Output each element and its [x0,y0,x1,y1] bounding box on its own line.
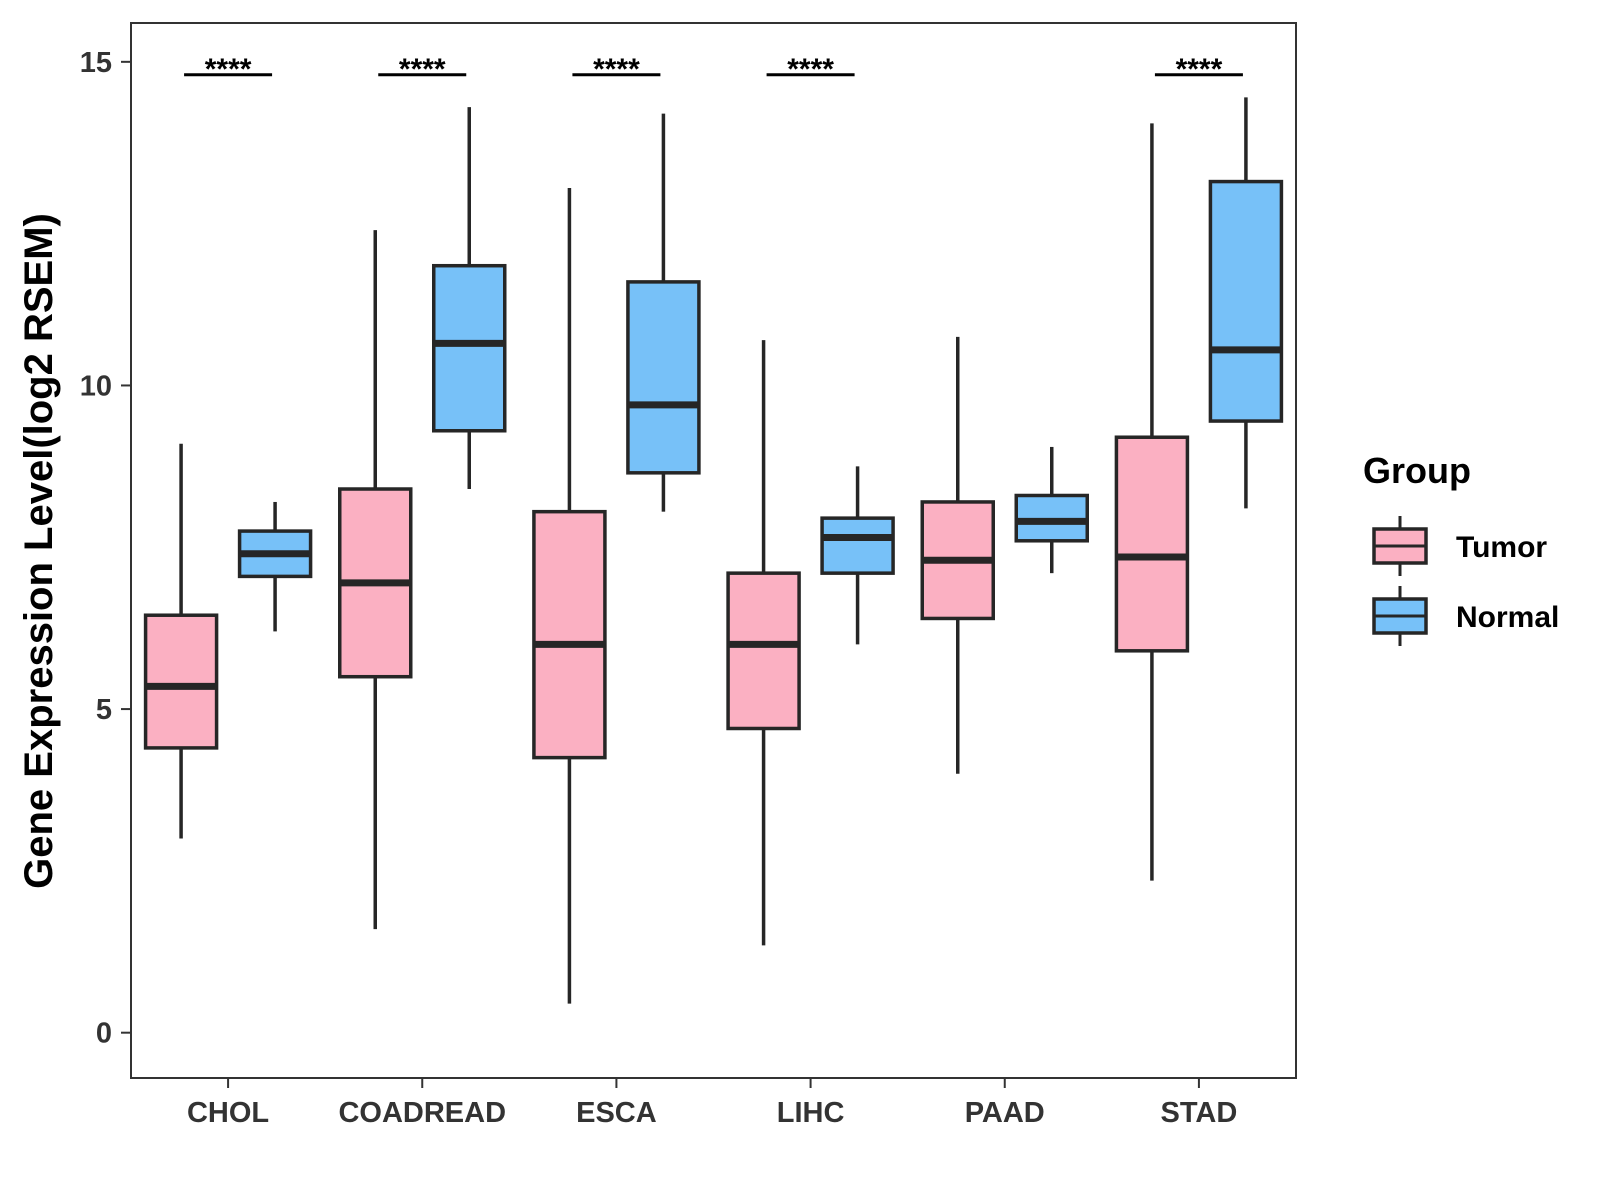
box-normal-esca [626,113,701,512]
significance-label: **** [1176,53,1223,86]
box-iqr [432,263,507,433]
x-tick-label: COADREAD [338,1097,506,1129]
plot-panel-border [130,22,1297,1079]
y-tick-label: 15 [80,47,112,79]
x-tick-label: ESCA [576,1097,657,1129]
legend-item-normal: Normal [1372,586,1559,646]
box-iqr [820,516,895,575]
box-normal-stad [1208,97,1284,509]
y-tick-label: 10 [80,370,112,402]
box-tumor-lihc [726,340,801,946]
y-tick-label: 0 [96,1018,112,1050]
box-iqr [532,509,607,760]
box-normal-paad [1014,446,1089,574]
box-iqr [626,280,701,475]
box-normal-lihc [820,466,895,645]
significance-coadread: **** [378,53,467,86]
box-iqr [143,613,219,750]
significance-label: **** [399,53,446,86]
box-iqr [1208,179,1284,423]
axes: 0 5 10 15 CHOL COADREAD ESCA LIHC PAAD STAD [80,47,1238,1129]
x-tick-label: STAD [1161,1097,1238,1129]
box-tumor-stad [1114,123,1190,881]
legend-label: Normal [1456,601,1559,634]
significance-label: **** [593,53,640,86]
box-tumor-chol [143,443,219,839]
significance-label: **** [787,53,834,86]
plot-area: **** **** **** **** **** [143,53,1284,1004]
box-normal-chol [237,501,313,632]
legend: Group Tumor Normal [1363,450,1559,646]
significance-label: **** [205,53,252,86]
significance-stad: **** [1154,53,1243,86]
legend-item-tumor: Tumor [1372,516,1547,576]
significance-esca: **** [572,53,661,86]
x-tick-label: CHOL [187,1097,269,1129]
legend-title: Group [1363,450,1471,491]
x-tick-label: PAAD [965,1097,1045,1129]
significance-chol: **** [184,53,273,86]
box-iqr [726,571,801,731]
legend-label: Tumor [1456,531,1547,564]
x-tick-label: LIHC [777,1097,845,1129]
significance-lihc: **** [766,53,855,86]
box-tumor-esca [532,188,607,1004]
y-axis-label: Gene Expression Level(log2 RSEM) [17,213,61,889]
box-tumor-coadread [338,230,413,930]
box-tumor-paad [920,336,995,774]
box-iqr [1114,435,1190,653]
y-tick-label: 5 [96,694,112,726]
box-normal-coadread [432,107,507,490]
